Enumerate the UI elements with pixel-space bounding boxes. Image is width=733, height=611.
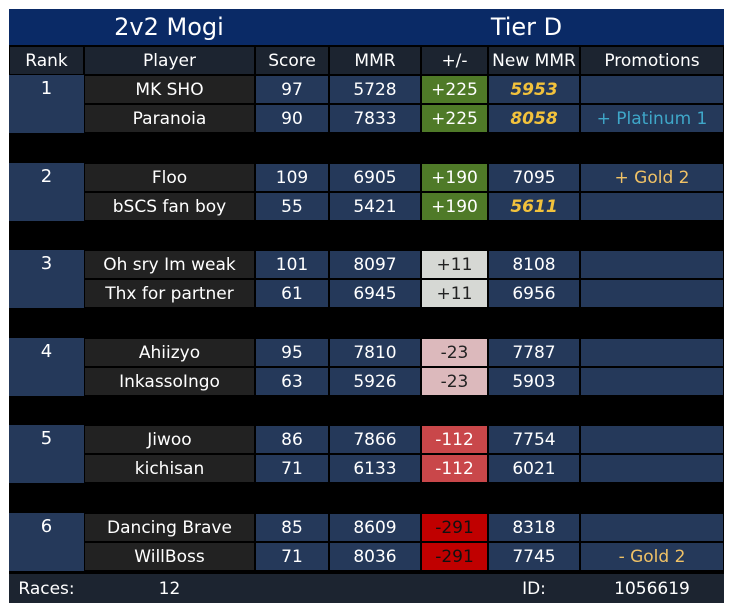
rank-cell: 4 <box>9 338 84 396</box>
new-mmr-cell: 5903 <box>488 367 580 396</box>
id-value: 1056619 <box>614 578 690 599</box>
score-cell: 109 <box>255 163 329 192</box>
new-mmr-cell: 5611 <box>488 192 580 221</box>
mmr-change-cell: -112 <box>421 425 488 454</box>
mmr-cell: 8609 <box>329 513 421 542</box>
mmr-cell: 7810 <box>329 338 421 367</box>
rank-cell: 5 <box>9 425 84 483</box>
promotion-cell <box>580 75 724 104</box>
promotion-cell <box>580 513 724 542</box>
promotion-cell <box>580 338 724 367</box>
new-mmr-cell: 7754 <box>488 425 580 454</box>
player-name: Oh sry Im weak <box>84 250 255 279</box>
id-label: ID: <box>522 578 546 599</box>
races-label: Races: <box>18 578 75 599</box>
new-mmr-cell: 5953 <box>488 75 580 104</box>
column-header-mmr: MMR <box>329 46 421 75</box>
promotion-cell: + Gold 2 <box>580 163 724 192</box>
score-cell: 55 <box>255 192 329 221</box>
score-cell: 61 <box>255 279 329 308</box>
mmr-cell: 5728 <box>329 75 421 104</box>
score-cell: 63 <box>255 367 329 396</box>
score-cell: 85 <box>255 513 329 542</box>
new-mmr-cell: 7745 <box>488 542 580 571</box>
mmr-cell: 6945 <box>329 279 421 308</box>
promotion-cell <box>580 367 724 396</box>
mmr-change-cell: -112 <box>421 454 488 483</box>
rank-cell: 3 <box>9 250 84 308</box>
new-mmr-cell: 8058 <box>488 104 580 133</box>
mmr-change-cell: +225 <box>421 104 488 133</box>
player-name: Ahiizyo <box>84 338 255 367</box>
tier-label: Tier D <box>329 9 724 45</box>
promotion-cell <box>580 279 724 308</box>
rank-cell: 1 <box>9 75 84 133</box>
player-name: WillBoss <box>84 542 255 571</box>
player-name: MK SHO <box>84 75 255 104</box>
new-mmr-cell: 8318 <box>488 513 580 542</box>
column-header-score: Score <box>255 46 329 75</box>
promotion-cell <box>580 192 724 221</box>
player-name: Floo <box>84 163 255 192</box>
player-name: bSCS fan boy <box>84 192 255 221</box>
column-header-change: +/- <box>421 46 488 75</box>
score-cell: 86 <box>255 425 329 454</box>
mmr-cell: 8097 <box>329 250 421 279</box>
new-mmr-cell: 7095 <box>488 163 580 192</box>
promotion-cell <box>580 250 724 279</box>
score-cell: 90 <box>255 104 329 133</box>
score-cell: 71 <box>255 542 329 571</box>
mmr-cell: 5926 <box>329 367 421 396</box>
player-name: kichisan <box>84 454 255 483</box>
mmr-change-cell: -23 <box>421 338 488 367</box>
mmr-change-cell: +190 <box>421 163 488 192</box>
new-mmr-cell: 6021 <box>488 454 580 483</box>
promotion-cell: - Gold 2 <box>580 542 724 571</box>
player-name: Jiwoo <box>84 425 255 454</box>
mmr-cell: 5421 <box>329 192 421 221</box>
promotion-cell: + Platinum 1 <box>580 104 724 133</box>
mmr-change-cell: +11 <box>421 250 488 279</box>
mmr-change-cell: +225 <box>421 75 488 104</box>
mmr-cell: 6133 <box>329 454 421 483</box>
mmr-change-cell: -291 <box>421 513 488 542</box>
column-header-player: Player <box>84 46 255 75</box>
promotion-cell <box>580 425 724 454</box>
rank-cell: 6 <box>9 513 84 571</box>
column-header-promotions: Promotions <box>580 46 724 75</box>
races-value: 12 <box>158 578 181 599</box>
new-mmr-cell: 6956 <box>488 279 580 308</box>
score-cell: 101 <box>255 250 329 279</box>
new-mmr-cell: 8108 <box>488 250 580 279</box>
mmr-cell: 6905 <box>329 163 421 192</box>
mmr-change-cell: +190 <box>421 192 488 221</box>
score-cell: 95 <box>255 338 329 367</box>
mmr-change-cell: -291 <box>421 542 488 571</box>
mogi-results-table: 2v2 Mogi Tier D Rank Player Score MMR +/- New… <box>9 9 724 603</box>
player-name: Dancing Brave <box>84 513 255 542</box>
footer-bar <box>9 574 724 603</box>
column-header-rank: Rank <box>9 46 84 75</box>
player-name: InkassoIngo <box>84 367 255 396</box>
table-title: 2v2 Mogi <box>9 9 329 45</box>
mmr-change-cell: +11 <box>421 279 488 308</box>
mmr-cell: 7833 <box>329 104 421 133</box>
player-name: Thx for partner <box>84 279 255 308</box>
player-name: Paranoia <box>84 104 255 133</box>
promotion-cell <box>580 454 724 483</box>
mmr-change-cell: -23 <box>421 367 488 396</box>
score-cell: 97 <box>255 75 329 104</box>
score-cell: 71 <box>255 454 329 483</box>
mmr-cell: 8036 <box>329 542 421 571</box>
rank-cell: 2 <box>9 163 84 221</box>
column-header-new-mmr: New MMR <box>488 46 580 75</box>
new-mmr-cell: 7787 <box>488 338 580 367</box>
mmr-cell: 7866 <box>329 425 421 454</box>
